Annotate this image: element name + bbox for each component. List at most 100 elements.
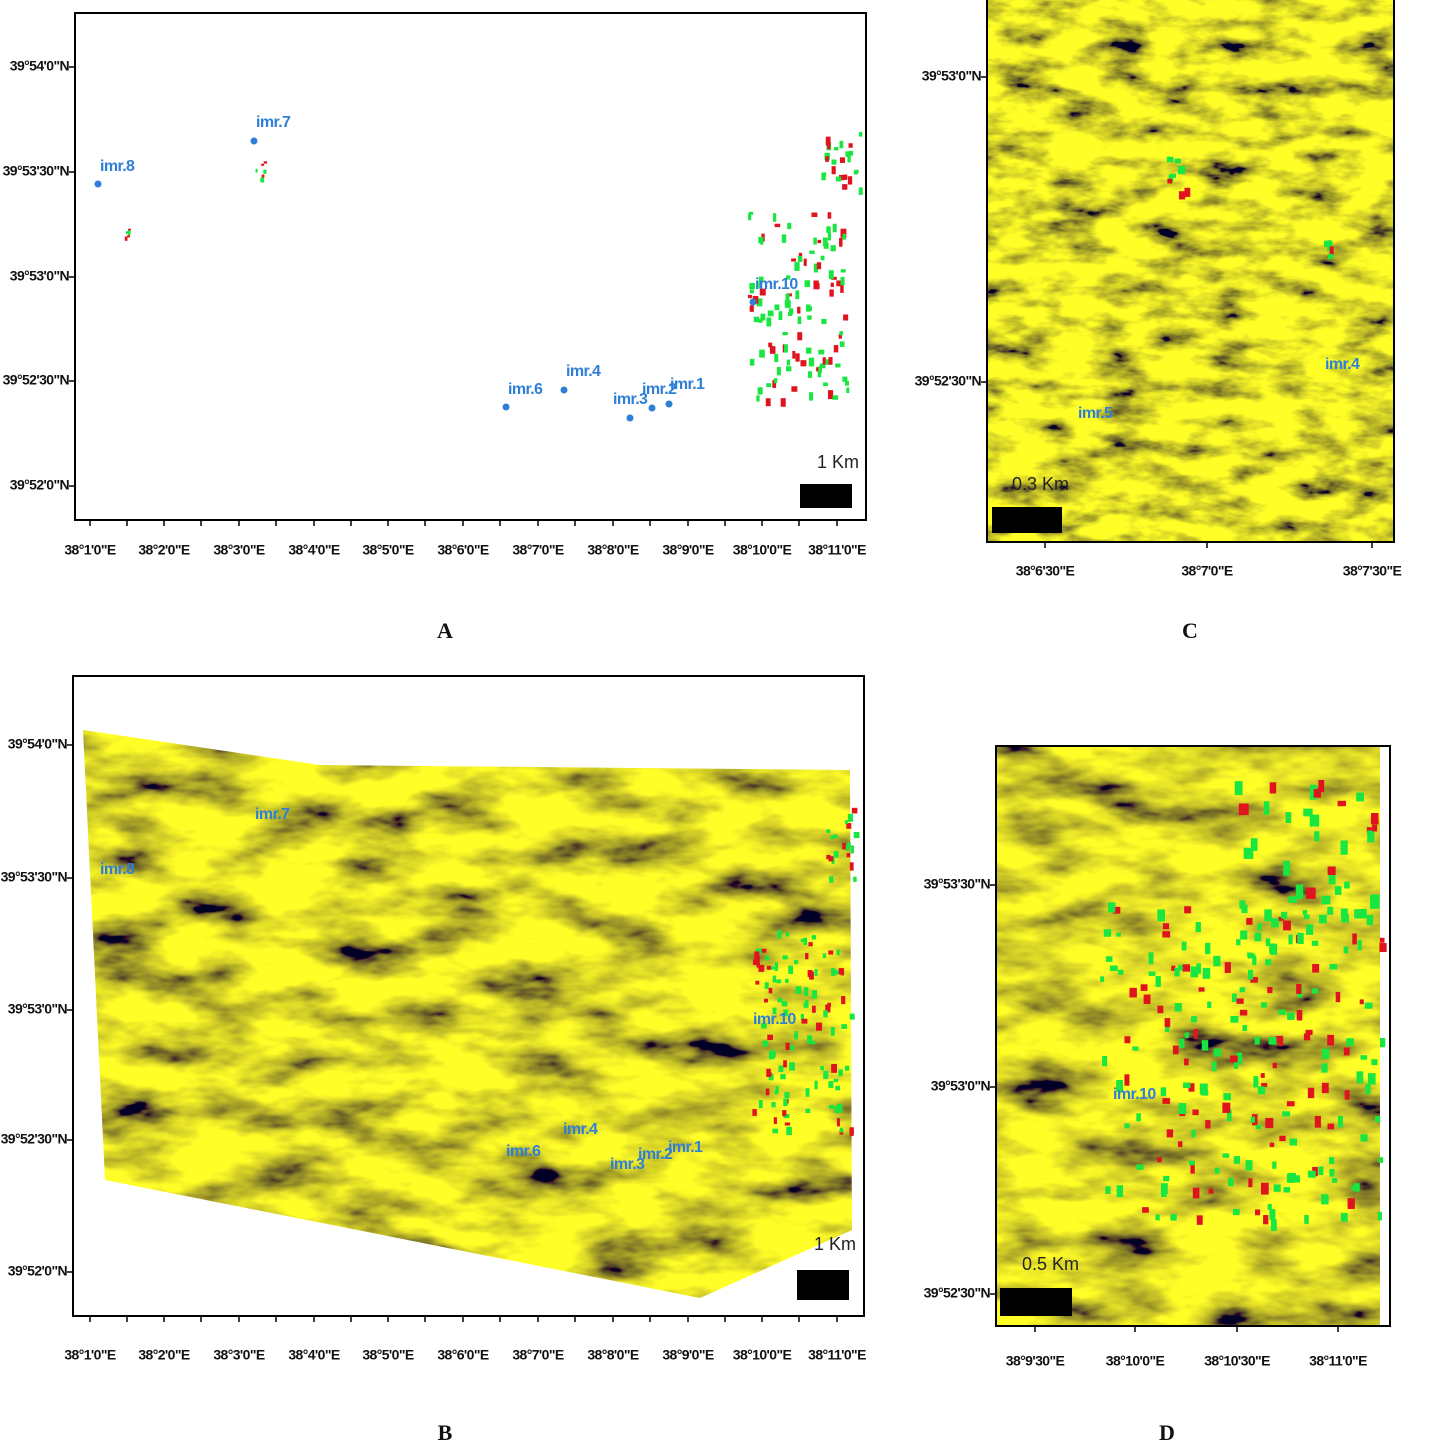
y-tick-label: 39°54'0"N	[8, 736, 68, 752]
x-tick-label: 38°11'0"E	[808, 1347, 866, 1363]
detection-pixel	[1162, 923, 1170, 930]
site-label: imr.6	[506, 1143, 541, 1160]
detection-pixel	[789, 1062, 796, 1071]
detection-pixel	[816, 1022, 822, 1031]
detection-pixel	[822, 357, 826, 365]
detection-pixel	[804, 280, 811, 288]
detection-pixel	[1252, 956, 1257, 966]
detection-pixel	[1124, 1074, 1130, 1086]
detection-pixel	[828, 950, 834, 955]
detection-pixel	[260, 177, 265, 183]
detection-pixel	[767, 1034, 773, 1041]
site-dot	[648, 404, 656, 412]
detection-pixel	[794, 262, 800, 271]
imagery	[83, 0, 1394, 1326]
detection-pixel	[830, 245, 836, 252]
detection-pixel	[786, 359, 791, 366]
detection-pixel	[766, 965, 772, 970]
detection-pixel	[1353, 1183, 1360, 1192]
detection-pixel	[1303, 914, 1310, 920]
site-label: imr.2	[642, 381, 677, 398]
detection-pixel	[1192, 1187, 1200, 1199]
detection-pixel	[1283, 1187, 1291, 1193]
site-label: imr.3	[613, 391, 648, 408]
detection-pixel	[1241, 904, 1248, 914]
detection-pixel	[1222, 1102, 1231, 1113]
detection-pixel	[1296, 983, 1302, 994]
detection-pixel	[1166, 156, 1174, 163]
detection-pixel	[1257, 923, 1262, 931]
x-tick-label: 38°7'30"E	[1343, 563, 1402, 579]
detection-pixel	[820, 255, 825, 261]
detection-pixel	[127, 235, 130, 238]
detection-pixel	[1214, 1167, 1220, 1174]
detection-pixel	[1309, 784, 1317, 800]
detection-pixel	[1208, 1188, 1214, 1194]
detection-pixel	[1288, 896, 1297, 903]
detection-pixel	[1255, 1124, 1262, 1130]
detection-pixel	[1109, 965, 1118, 972]
detection-pixel	[847, 155, 851, 163]
detection-pixel	[754, 951, 760, 961]
detection-pixel	[771, 1102, 776, 1108]
detection-pixel	[833, 834, 838, 839]
detection-pixel	[1318, 780, 1325, 792]
detection-pixel	[1201, 1040, 1209, 1051]
detection-pixel	[1157, 1157, 1162, 1163]
detection-pixel	[1232, 1209, 1240, 1216]
detection-pixel	[1188, 1083, 1195, 1092]
detection-pixel	[767, 310, 774, 317]
detection-pixel	[1155, 976, 1161, 987]
x-tick-label: 38°3'0"E	[213, 542, 265, 558]
detection-pixel	[765, 398, 771, 407]
detection-pixel	[1243, 847, 1254, 859]
detection-pixel	[128, 228, 131, 232]
detection-pixel	[1340, 840, 1348, 855]
detection-pixel	[1269, 1142, 1275, 1148]
detection-pixel	[810, 1040, 816, 1045]
detection-pixel	[1337, 1115, 1343, 1128]
detection-pixel	[777, 930, 782, 939]
detection-pixel	[827, 142, 831, 150]
detection-pixel	[828, 357, 833, 365]
detection-pixel	[844, 820, 848, 824]
detection-pixel	[1250, 1116, 1255, 1123]
detection-pixel	[1337, 800, 1346, 807]
detection-pixel	[1166, 1129, 1174, 1138]
y-tick-label: 39°53'30"N	[3, 163, 70, 179]
detection-pixel	[827, 390, 834, 400]
detection-pixel	[826, 226, 831, 233]
detection-pixel	[1257, 1086, 1266, 1095]
detection-pixel	[1148, 971, 1156, 976]
y-tick-label: 39°53'0"N	[8, 1001, 68, 1017]
detection-pixel	[805, 1108, 811, 1114]
detection-pixel	[1347, 1198, 1355, 1209]
detection-pixel	[791, 258, 796, 262]
detection-pixel	[774, 353, 779, 363]
detection-pixel	[1283, 920, 1291, 931]
detection-pixel	[825, 136, 831, 146]
detection-pixel	[797, 306, 801, 314]
detection-pixel	[1182, 1082, 1191, 1088]
detection-pixel	[838, 333, 842, 339]
detection-pixel	[1322, 1048, 1330, 1059]
detection-pixel	[1184, 1032, 1189, 1038]
detection-pixel	[1179, 1038, 1185, 1049]
detection-pixel	[1116, 1185, 1124, 1198]
sar-image	[987, 0, 1394, 542]
detection-pixel	[1340, 908, 1348, 918]
panel-letter: A	[437, 618, 453, 643]
detection-pixel	[836, 1103, 843, 1113]
detection-pixel	[780, 1074, 786, 1080]
detection-pixel	[841, 996, 846, 1005]
detection-pixel	[807, 371, 812, 378]
detection-pixel	[1228, 1177, 1234, 1187]
x-tick-label: 38°2'0"E	[138, 1347, 190, 1363]
detection-pixel	[836, 1118, 840, 1127]
detection-pixel	[1312, 988, 1319, 994]
detection-pixel	[841, 1024, 847, 1029]
detection-pixel	[1360, 1055, 1368, 1060]
detection-pixel	[785, 978, 789, 984]
detection-pixel	[1297, 932, 1304, 945]
panels: 39°54'0"N39°53'30"N39°53'0"N39°52'30"N39…	[1, 0, 1402, 1445]
